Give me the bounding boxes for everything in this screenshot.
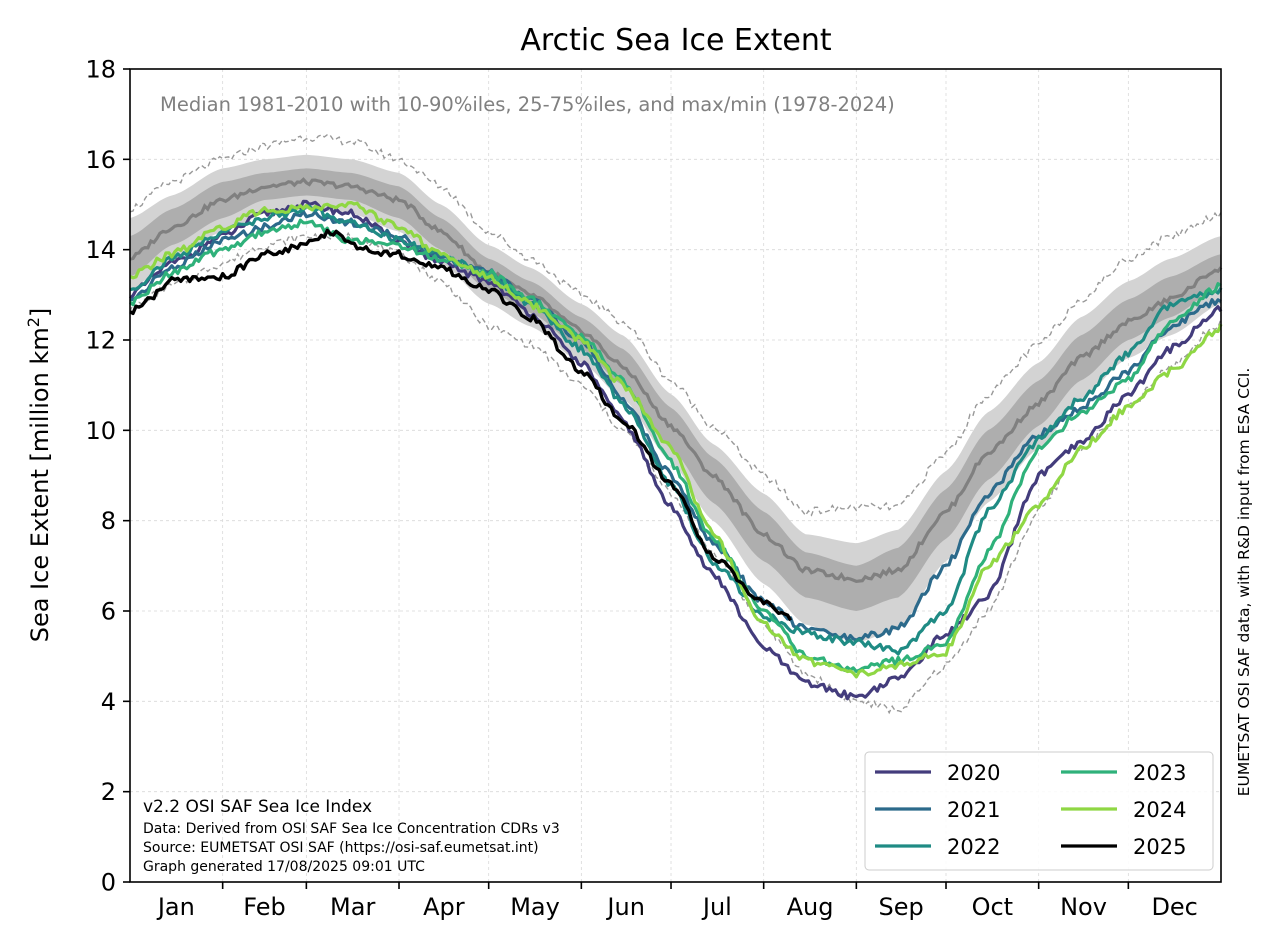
legend-label: 2024 xyxy=(1133,798,1186,822)
y-tick-label: 10 xyxy=(85,417,116,445)
x-tick-label: May xyxy=(510,893,560,921)
x-tick-label: Oct xyxy=(972,893,1014,921)
x-tick-label: Mar xyxy=(330,893,375,921)
legend-label: 2021 xyxy=(947,798,1000,822)
x-tick-label: Dec xyxy=(1151,893,1197,921)
y-tick-label: 4 xyxy=(101,688,116,716)
y-tick-label: 12 xyxy=(85,327,116,355)
series-line-2023 xyxy=(128,218,1222,673)
y-tick-label: 18 xyxy=(85,56,116,84)
series-line-2024 xyxy=(129,201,1223,679)
legend-label: 2020 xyxy=(947,761,1000,785)
y-tick-label: 16 xyxy=(85,146,116,174)
band-25-75 xyxy=(130,168,1221,611)
footnote-data: Data: Derived from OSI SAF Sea Ice Conce… xyxy=(143,821,560,837)
median-line xyxy=(129,177,1223,584)
x-tick-label: Aug xyxy=(787,893,834,921)
legend-label: 2025 xyxy=(1133,835,1186,859)
x-tick-label: Jan xyxy=(156,893,195,921)
chart-subtitle: Median 1981-2010 with 10-90%iles, 25-75%… xyxy=(160,93,895,116)
y-axis-label-end: ] xyxy=(26,308,54,317)
y-tick-label: 14 xyxy=(85,236,116,264)
credit-text: EUMETSAT OSI SAF data, with R&D input fr… xyxy=(1235,368,1253,797)
footnote-version: v2.2 OSI SAF Sea Ice Index xyxy=(143,797,372,817)
percentile-bands xyxy=(129,134,1223,715)
x-tick-label: Jun xyxy=(605,893,645,921)
y-tick-label: 0 xyxy=(101,869,116,897)
footnote-generated: Graph generated 17/08/2025 09:01 UTC xyxy=(143,859,425,875)
axes: 0 2 4 6 8 10 12 14 16 18 Jan Feb Mar Apr May Jun Jul Aug S… xyxy=(85,56,1197,922)
max-line xyxy=(129,134,1222,517)
x-tick-label: Feb xyxy=(243,893,286,921)
legend-box xyxy=(864,751,1214,871)
series-line-2025 xyxy=(129,228,793,622)
y-tick-label: 8 xyxy=(101,507,116,535)
chart-title: Arctic Sea Ice Extent xyxy=(520,23,832,58)
series-lines xyxy=(128,199,1223,701)
footnote-source: Source: EUMETSAT OSI SAF (https://osi-sa… xyxy=(143,840,539,856)
legend-label: 2022 xyxy=(947,835,1000,859)
x-tick-label: Jul xyxy=(701,893,732,921)
series-line-2020 xyxy=(128,199,1223,701)
x-tick-label: Sep xyxy=(879,893,924,921)
y-axis-label-main: Sea Ice Extent [million km xyxy=(26,327,54,642)
y-tick-label: 2 xyxy=(101,778,116,806)
y-axis-label: Sea Ice Extent [million km2] xyxy=(24,308,54,643)
legend: 2020 2021 2022 2023 2024 2025 xyxy=(864,751,1214,871)
footnote: v2.2 OSI SAF Sea Ice Index Data: Derived… xyxy=(143,797,560,875)
legend-label: 2023 xyxy=(1133,761,1186,785)
plot-frame xyxy=(129,68,1222,883)
x-tick-label: Apr xyxy=(423,893,465,921)
y-tick-label: 6 xyxy=(101,598,116,626)
y-axis-label-sup: 2 xyxy=(24,317,43,327)
x-tick-label: Nov xyxy=(1060,893,1107,921)
